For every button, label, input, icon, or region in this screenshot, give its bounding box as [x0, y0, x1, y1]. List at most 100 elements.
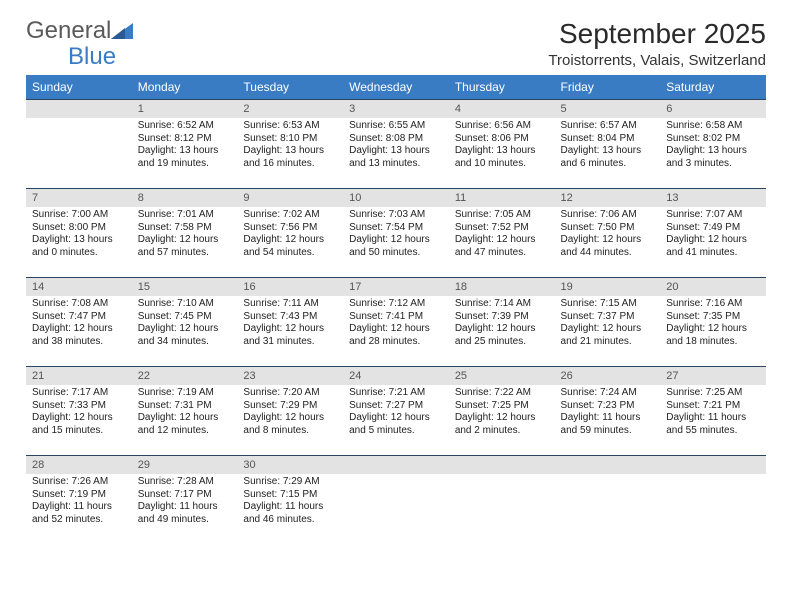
daylight-text: Daylight: 11 hours and 59 minutes. — [561, 412, 655, 437]
brand-triangle-icon — [111, 19, 133, 44]
daylight-text: Daylight: 11 hours and 49 minutes. — [138, 501, 232, 526]
sunset-text: Sunset: 7:37 PM — [561, 311, 655, 324]
sunrise-text: Sunrise: 7:24 AM — [561, 387, 655, 400]
sunset-text: Sunset: 8:00 PM — [32, 222, 126, 235]
sunrise-text: Sunrise: 7:22 AM — [455, 387, 549, 400]
day-number: 13 — [660, 189, 766, 207]
day-cell: 8Sunrise: 7:01 AMSunset: 7:58 PMDaylight… — [132, 189, 238, 278]
day-cell — [555, 456, 661, 545]
sunrise-text: Sunrise: 7:10 AM — [138, 298, 232, 311]
sunrise-text: Sunrise: 7:03 AM — [349, 209, 443, 222]
day-number: 19 — [555, 278, 661, 296]
day-number — [449, 456, 555, 474]
sunset-text: Sunset: 8:10 PM — [243, 133, 337, 146]
week-row: 21Sunrise: 7:17 AMSunset: 7:33 PMDayligh… — [26, 367, 766, 456]
day-detail — [555, 474, 661, 480]
day-number: 4 — [449, 100, 555, 118]
day-detail: Sunrise: 7:26 AMSunset: 7:19 PMDaylight:… — [26, 474, 132, 530]
day-detail: Sunrise: 7:29 AMSunset: 7:15 PMDaylight:… — [237, 474, 343, 530]
day-number: 15 — [132, 278, 238, 296]
sunset-text: Sunset: 8:02 PM — [666, 133, 760, 146]
col-thursday: Thursday — [449, 75, 555, 100]
brand-part2: Blue — [26, 43, 116, 70]
day-cell: 16Sunrise: 7:11 AMSunset: 7:43 PMDayligh… — [237, 278, 343, 367]
day-number: 1 — [132, 100, 238, 118]
day-cell: 20Sunrise: 7:16 AMSunset: 7:35 PMDayligh… — [660, 278, 766, 367]
sunset-text: Sunset: 7:31 PM — [138, 400, 232, 413]
week-row: 1Sunrise: 6:52 AMSunset: 8:12 PMDaylight… — [26, 100, 766, 189]
daylight-text: Daylight: 12 hours and 50 minutes. — [349, 234, 443, 259]
daylight-text: Daylight: 12 hours and 31 minutes. — [243, 323, 337, 348]
day-cell: 9Sunrise: 7:02 AMSunset: 7:56 PMDaylight… — [237, 189, 343, 278]
brand-logo: General Blue — [26, 18, 133, 69]
daylight-text: Daylight: 12 hours and 41 minutes. — [666, 234, 760, 259]
day-cell: 7Sunrise: 7:00 AMSunset: 8:00 PMDaylight… — [26, 189, 132, 278]
day-detail: Sunrise: 7:17 AMSunset: 7:33 PMDaylight:… — [26, 385, 132, 441]
day-number: 23 — [237, 367, 343, 385]
day-detail: Sunrise: 7:14 AMSunset: 7:39 PMDaylight:… — [449, 296, 555, 352]
day-detail — [26, 118, 132, 124]
day-number — [343, 456, 449, 474]
day-detail: Sunrise: 7:25 AMSunset: 7:21 PMDaylight:… — [660, 385, 766, 441]
day-detail: Sunrise: 7:03 AMSunset: 7:54 PMDaylight:… — [343, 207, 449, 263]
day-cell: 21Sunrise: 7:17 AMSunset: 7:33 PMDayligh… — [26, 367, 132, 456]
day-number: 26 — [555, 367, 661, 385]
sunset-text: Sunset: 7:21 PM — [666, 400, 760, 413]
sunset-text: Sunset: 7:43 PM — [243, 311, 337, 324]
day-cell: 28Sunrise: 7:26 AMSunset: 7:19 PMDayligh… — [26, 456, 132, 545]
daylight-text: Daylight: 12 hours and 25 minutes. — [455, 323, 549, 348]
location-text: Troistorrents, Valais, Switzerland — [548, 52, 766, 69]
daylight-text: Daylight: 12 hours and 34 minutes. — [138, 323, 232, 348]
sunrise-text: Sunrise: 7:00 AM — [32, 209, 126, 222]
sunset-text: Sunset: 7:27 PM — [349, 400, 443, 413]
day-detail: Sunrise: 7:19 AMSunset: 7:31 PMDaylight:… — [132, 385, 238, 441]
day-detail: Sunrise: 7:05 AMSunset: 7:52 PMDaylight:… — [449, 207, 555, 263]
sunrise-text: Sunrise: 7:12 AM — [349, 298, 443, 311]
sunrise-text: Sunrise: 6:57 AM — [561, 120, 655, 133]
sunset-text: Sunset: 7:56 PM — [243, 222, 337, 235]
day-cell: 27Sunrise: 7:25 AMSunset: 7:21 PMDayligh… — [660, 367, 766, 456]
day-cell: 18Sunrise: 7:14 AMSunset: 7:39 PMDayligh… — [449, 278, 555, 367]
col-monday: Monday — [132, 75, 238, 100]
day-number: 6 — [660, 100, 766, 118]
daylight-text: Daylight: 12 hours and 15 minutes. — [32, 412, 126, 437]
daylight-text: Daylight: 12 hours and 2 minutes. — [455, 412, 549, 437]
sunset-text: Sunset: 8:06 PM — [455, 133, 549, 146]
sunset-text: Sunset: 7:49 PM — [666, 222, 760, 235]
daylight-text: Daylight: 12 hours and 8 minutes. — [243, 412, 337, 437]
day-detail: Sunrise: 7:20 AMSunset: 7:29 PMDaylight:… — [237, 385, 343, 441]
sunset-text: Sunset: 8:12 PM — [138, 133, 232, 146]
daylight-text: Daylight: 12 hours and 38 minutes. — [32, 323, 126, 348]
daylight-text: Daylight: 12 hours and 47 minutes. — [455, 234, 549, 259]
sunrise-text: Sunrise: 6:56 AM — [455, 120, 549, 133]
sunrise-text: Sunrise: 6:55 AM — [349, 120, 443, 133]
week-row: 28Sunrise: 7:26 AMSunset: 7:19 PMDayligh… — [26, 456, 766, 545]
sunset-text: Sunset: 8:08 PM — [349, 133, 443, 146]
day-number: 16 — [237, 278, 343, 296]
title-block: September 2025 Troistorrents, Valais, Sw… — [548, 18, 766, 69]
daylight-text: Daylight: 13 hours and 10 minutes. — [455, 145, 549, 170]
day-cell: 1Sunrise: 6:52 AMSunset: 8:12 PMDaylight… — [132, 100, 238, 189]
day-number: 5 — [555, 100, 661, 118]
day-cell: 17Sunrise: 7:12 AMSunset: 7:41 PMDayligh… — [343, 278, 449, 367]
sunset-text: Sunset: 7:35 PM — [666, 311, 760, 324]
day-cell: 5Sunrise: 6:57 AMSunset: 8:04 PMDaylight… — [555, 100, 661, 189]
day-number: 18 — [449, 278, 555, 296]
day-number — [26, 100, 132, 118]
daylight-text: Daylight: 12 hours and 21 minutes. — [561, 323, 655, 348]
day-cell: 19Sunrise: 7:15 AMSunset: 7:37 PMDayligh… — [555, 278, 661, 367]
sunrise-text: Sunrise: 7:01 AM — [138, 209, 232, 222]
day-cell: 13Sunrise: 7:07 AMSunset: 7:49 PMDayligh… — [660, 189, 766, 278]
day-detail — [660, 474, 766, 480]
day-detail: Sunrise: 7:15 AMSunset: 7:37 PMDaylight:… — [555, 296, 661, 352]
sunrise-text: Sunrise: 6:58 AM — [666, 120, 760, 133]
day-detail: Sunrise: 7:22 AMSunset: 7:25 PMDaylight:… — [449, 385, 555, 441]
sunrise-text: Sunrise: 7:15 AM — [561, 298, 655, 311]
day-header-row: Sunday Monday Tuesday Wednesday Thursday… — [26, 75, 766, 100]
col-friday: Friday — [555, 75, 661, 100]
day-detail: Sunrise: 7:08 AMSunset: 7:47 PMDaylight:… — [26, 296, 132, 352]
daylight-text: Daylight: 12 hours and 12 minutes. — [138, 412, 232, 437]
col-tuesday: Tuesday — [237, 75, 343, 100]
sunrise-text: Sunrise: 7:16 AM — [666, 298, 760, 311]
day-cell: 26Sunrise: 7:24 AMSunset: 7:23 PMDayligh… — [555, 367, 661, 456]
